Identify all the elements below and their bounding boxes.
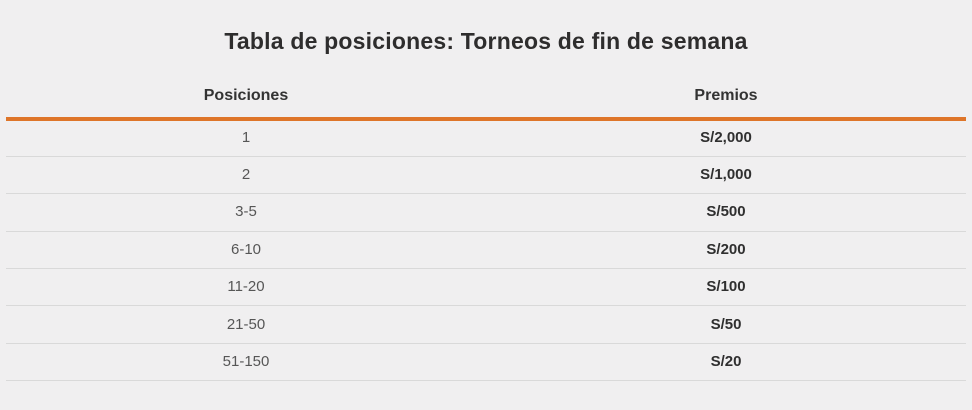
premio-cell: S/2,000 xyxy=(486,119,966,157)
posicion-cell: 51-150 xyxy=(6,343,486,382)
posicion-cell: 21-50 xyxy=(6,305,486,344)
premio-cell: S/50 xyxy=(486,305,966,344)
premio-cell: S/100 xyxy=(486,268,966,307)
premio-cell: S/500 xyxy=(486,193,966,232)
table-row: 3-5 S/500 xyxy=(6,193,966,232)
table-body: 1 S/2,000 2 S/1,000 3-5 S/500 6-10 S/200 11-20 S/… xyxy=(6,119,966,382)
posicion-cell: 6-10 xyxy=(6,231,486,270)
column-header-premios: Premios xyxy=(486,86,966,121)
page-title: Tabla de posiciones: Torneos de fin de s… xyxy=(224,28,748,54)
table-header-row: Posiciones Premios xyxy=(6,86,966,121)
premio-cell: S/1,000 xyxy=(486,156,966,195)
table-row: 11-20 S/100 xyxy=(6,268,966,307)
premio-cell: S/20 xyxy=(486,343,966,382)
posicion-cell: 3-5 xyxy=(6,193,486,232)
table-row: 2 S/1,000 xyxy=(6,156,966,195)
table-header: Posiciones Premios xyxy=(6,86,966,121)
posicion-cell: 1 xyxy=(6,119,486,157)
column-header-posiciones: Posiciones xyxy=(6,86,486,121)
table-row: 51-150 S/20 xyxy=(6,343,966,382)
premio-cell: S/200 xyxy=(486,231,966,270)
table-row: 6-10 S/200 xyxy=(6,231,966,270)
table-row: 21-50 S/50 xyxy=(6,305,966,344)
table-row: 1 S/2,000 xyxy=(6,119,966,157)
leaderboard-widget: Tabla de posiciones: Torneos de fin de s… xyxy=(6,28,966,382)
posicion-cell: 2 xyxy=(6,156,486,195)
prize-table: Posiciones Premios 1 S/2,000 2 S/1,000 3-5 S/… xyxy=(6,86,966,382)
posicion-cell: 11-20 xyxy=(6,268,486,307)
